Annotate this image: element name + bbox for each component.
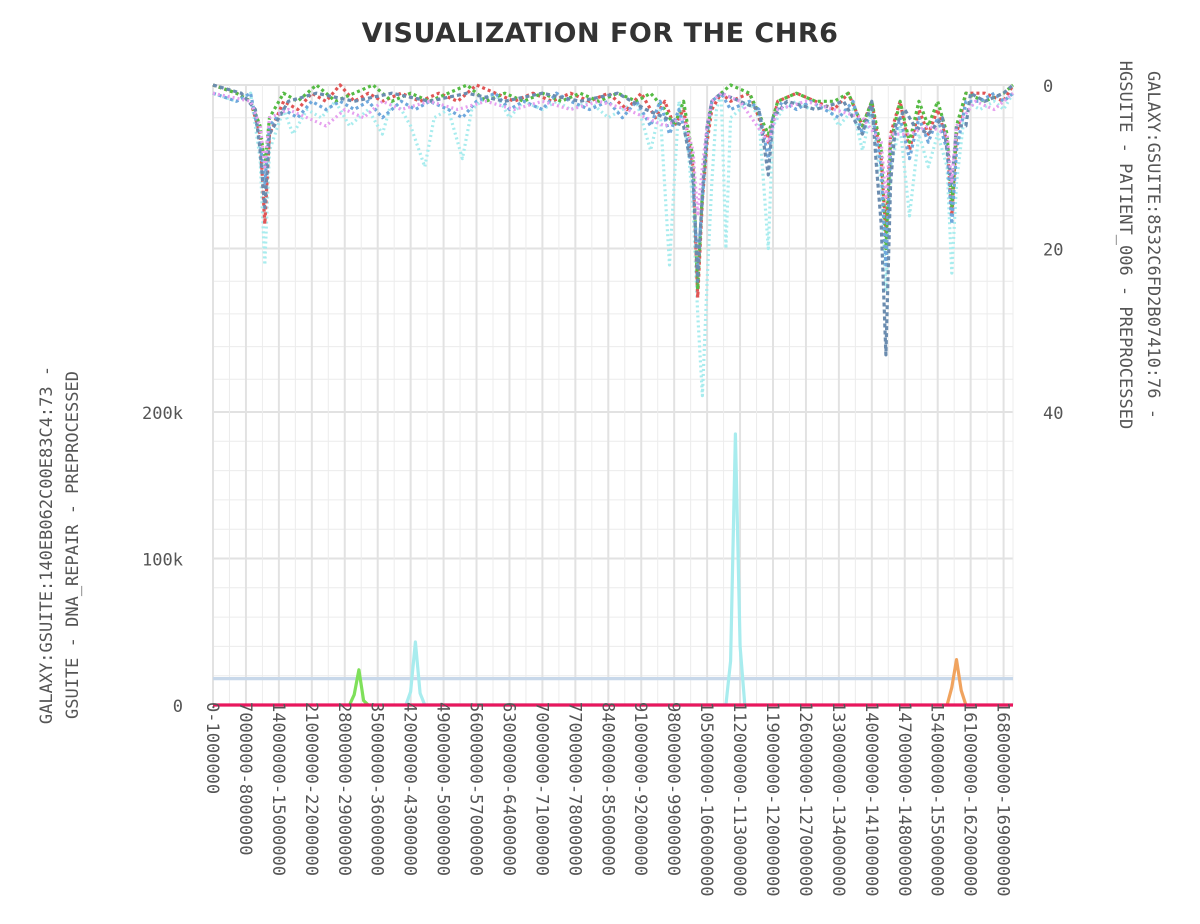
grid — [212, 84, 1014, 706]
series-line-red-dotted — [212, 83, 1015, 300]
x-tick-label: 28000000-29000000 — [334, 702, 354, 876]
series-line-orange — [945, 657, 968, 706]
series-line-violet-dotted — [212, 91, 1015, 218]
y-axis-title-right-line: HGSUITE - PATIENT_006 - PREPROCESSED — [1115, 61, 1135, 429]
x-tick-label: 91000000-92000000 — [630, 702, 650, 876]
x-tick-label: 56000000-57000000 — [466, 702, 486, 876]
x-tick-label: 119000000-120000000 — [762, 702, 782, 896]
y-tick-left: 100k — [142, 551, 183, 571]
x-tick-label: 154000000-155000000 — [927, 702, 947, 896]
x-tick-label: 7000000-8000000 — [235, 702, 255, 856]
x-tick-label: 168000000-169000000 — [993, 702, 1013, 896]
x-tick-label: 35000000-36000000 — [367, 702, 387, 876]
patient-series-group — [212, 83, 1015, 398]
y-axis-title-left-line: GSUITE - DNA_REPAIR - PREPROCESSED — [63, 371, 83, 719]
series-line-cyan-dotted — [212, 91, 1015, 398]
x-tick-label: 42000000-43000000 — [400, 702, 420, 876]
x-tick-label: 161000000-162000000 — [960, 702, 980, 896]
y-tick-right: 0 — [1043, 77, 1053, 97]
x-tick-label: 105000000-106000000 — [696, 702, 716, 896]
y-axis-title-right: GALAXY:GSUITE:8532C6FD2B07410:76 - HGSUIT… — [1115, 61, 1163, 429]
x-tick-label: 140000000-141000000 — [861, 702, 881, 896]
y-axis-title-left-line: GALAXY:GSUITE:140EB062C00E83C4:73 - — [37, 366, 57, 724]
x-tick-label: 49000000-50000000 — [433, 702, 453, 876]
x-tick-label: 77000000-78000000 — [564, 702, 584, 876]
series-line-slate-dotted — [212, 83, 1015, 357]
x-tick-label: 126000000-127000000 — [795, 702, 815, 896]
y-axis-title-left: GALAXY:GSUITE:140EB062C00E83C4:73 - GSUIT… — [37, 366, 83, 724]
x-tick-label: 98000000-99000000 — [663, 702, 683, 876]
axes: 0 100k 200k 0 20 40 0-1000000 7000000-8000000 14… — [37, 61, 1163, 897]
y-axis-title-right-line: GALAXY:GSUITE:8532C6FD2B07410:76 - — [1143, 71, 1163, 419]
series-line-green-dotted — [212, 83, 1015, 291]
y-tick-right: 40 — [1043, 404, 1063, 424]
x-tick-label: 133000000-134000000 — [828, 702, 848, 896]
x-tick-label: 14000000-15000000 — [268, 702, 288, 876]
x-tick-label: 21000000-22000000 — [301, 702, 321, 876]
x-tick-label: 63000000-64000000 — [499, 702, 519, 876]
y-tick-left: 200k — [142, 404, 183, 424]
chart-title: VISUALIZATION FOR THE CHR6 — [362, 18, 839, 49]
x-tick-label: 147000000-148000000 — [894, 702, 914, 896]
series-line-green — [348, 668, 370, 707]
y-tick-right: 20 — [1043, 241, 1063, 261]
x-tick-label: 70000000-71000000 — [531, 702, 551, 876]
x-tick-label: 0-1000000 — [202, 702, 222, 794]
dna-repair-series-group — [213, 432, 1013, 707]
x-tick-label: 84000000-85000000 — [597, 702, 617, 876]
x-tick-label: 112000000-113000000 — [729, 702, 749, 896]
y-tick-left: 0 — [173, 697, 183, 717]
